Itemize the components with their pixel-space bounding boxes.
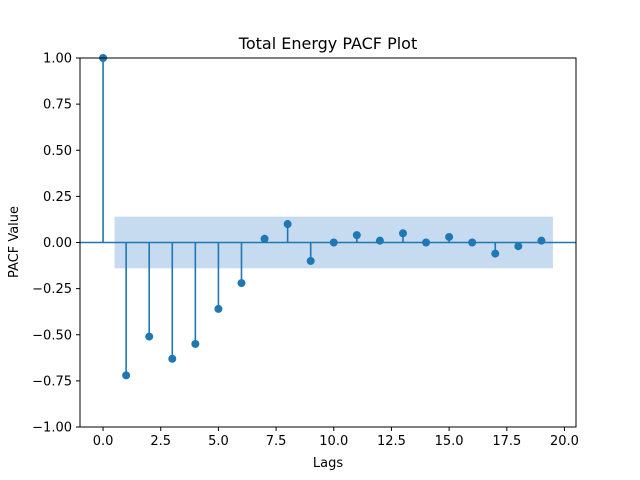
- stem-marker-lag-17: [491, 249, 500, 258]
- y-tick-label: 0.75: [43, 98, 72, 113]
- stem-marker-lag-13: [398, 229, 407, 238]
- stem-marker-lag-12: [375, 236, 384, 245]
- plot-area: 0.0 2.5 5.0 7.5 10.0 12.5 15.0 17.5 20.0 −1.00 −0.…: [32, 52, 579, 450]
- stem-marker-lag-10: [329, 238, 338, 247]
- stem-marker-lag-14: [422, 238, 431, 247]
- stem-marker-lag-4: [191, 339, 200, 348]
- stem-marker-lag-3: [168, 354, 177, 363]
- stem-marker-lag-16: [468, 238, 477, 247]
- x-tick-label: 12.5: [377, 434, 406, 449]
- stem-marker-lag-15: [445, 232, 454, 241]
- y-tick-label: −0.50: [32, 328, 72, 343]
- x-tick-label: 0.0: [93, 434, 114, 449]
- y-tick-label: 0.00: [43, 236, 72, 251]
- y-tick-label: −0.75: [32, 374, 72, 389]
- stem-marker-lag-7: [260, 234, 269, 243]
- y-tick-label: −0.25: [32, 282, 72, 297]
- y-tick-label: −1.00: [32, 421, 72, 436]
- stem-marker-lag-8: [283, 220, 292, 229]
- x-tick-label: 15.0: [435, 434, 464, 449]
- y-tick-label: 0.25: [43, 190, 72, 205]
- stem-marker-lag-5: [214, 304, 223, 313]
- chart-title: Total Energy PACF Plot: [238, 34, 417, 53]
- stem-marker-lag-9: [306, 256, 315, 265]
- x-axis-label: Lags: [313, 456, 343, 471]
- x-tick-label: 17.5: [492, 434, 521, 449]
- x-tick-label: 2.5: [150, 434, 171, 449]
- x-tick-label: 20.0: [550, 434, 579, 449]
- data-group: [80, 58, 576, 376]
- y-axis-label: PACF Value: [7, 206, 22, 278]
- stem-marker-lag-18: [514, 242, 523, 251]
- stem-marker-lag-11: [352, 231, 361, 240]
- x-tick-label: 10.0: [319, 434, 348, 449]
- stem-marker-lag-6: [237, 279, 246, 288]
- stem-marker-lag-1: [122, 371, 131, 380]
- y-tick-label: 0.50: [43, 144, 72, 159]
- x-tick-label: 7.5: [266, 434, 287, 449]
- x-tick-label: 5.0: [208, 434, 229, 449]
- stem-marker-lag-19: [537, 236, 546, 245]
- y-tick-label: 1.00: [43, 52, 72, 67]
- stem-marker-lag-2: [145, 332, 154, 341]
